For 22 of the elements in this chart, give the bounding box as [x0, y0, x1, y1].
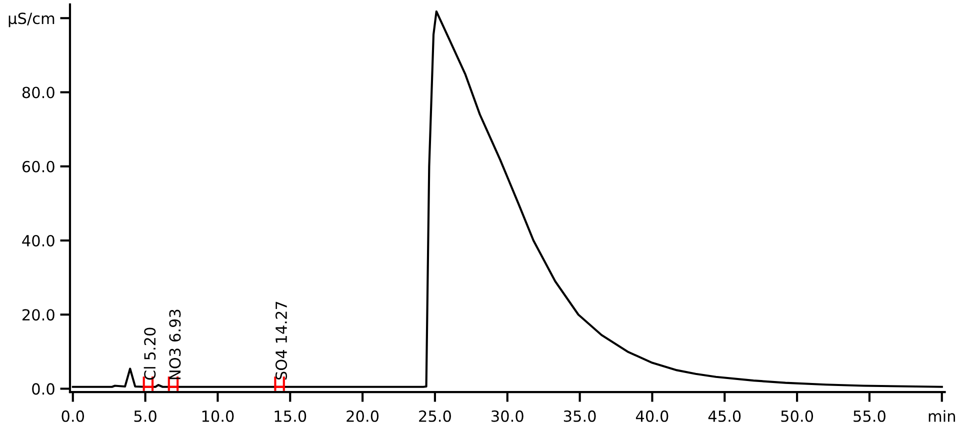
x-tick-label: 35.0: [564, 410, 596, 422]
x-tick-label: 40.0: [636, 410, 668, 422]
y-tick-label: 40.0: [22, 234, 54, 247]
x-tick-label: 25.0: [419, 410, 451, 422]
y-tick-label: 20.0: [22, 309, 54, 321]
annotation: NO3 6.93: [169, 310, 181, 380]
x-tick-label: min: [928, 410, 955, 422]
x-tick-label: 15.0: [274, 410, 306, 422]
x-tick-label: 45.0: [708, 410, 741, 422]
annotation: SO4 14.27: [275, 302, 288, 380]
y-tick-label: 0.0: [32, 383, 54, 395]
x-tick-label: 30.0: [492, 410, 524, 422]
x-tick-label: 5.0: [134, 410, 156, 422]
annotation: Cl 5.20: [144, 328, 156, 380]
x-tick-label: 50.0: [781, 410, 814, 422]
x-tick-label: 10.0: [202, 410, 234, 422]
x-tick-label: 0.0: [62, 410, 84, 422]
x-tick-label: 55.0: [854, 410, 886, 422]
x-tick-label: 20.0: [346, 410, 379, 422]
y-tick-label: 60.0: [22, 160, 54, 172]
y-tick-label: µS/cm: [8, 12, 54, 28]
y-tick-label: 80.0: [22, 86, 54, 98]
